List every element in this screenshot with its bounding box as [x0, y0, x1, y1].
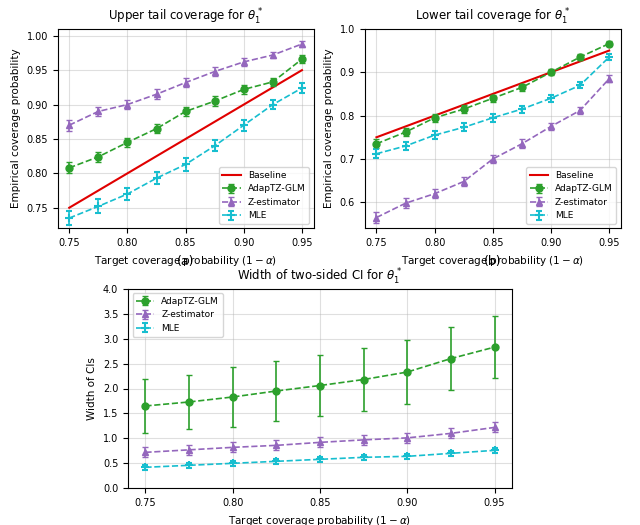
X-axis label: Target coverage probability $(1 - \alpha)$: Target coverage probability $(1 - \alpha… [228, 513, 412, 525]
Y-axis label: Empirical coverage probability: Empirical coverage probability [324, 49, 334, 208]
Baseline [240, 101, 248, 108]
Baseline [211, 119, 218, 125]
Baseline [431, 112, 438, 119]
X-axis label: Target coverage probability $(1 - \alpha)$: Target coverage probability $(1 - \alpha… [401, 254, 584, 268]
Baseline [65, 205, 73, 211]
Legend: AdapTZ-GLM, Z-estimator, MLE: AdapTZ-GLM, Z-estimator, MLE [132, 293, 223, 337]
Baseline [182, 136, 189, 142]
Legend: Baseline, AdapTZ-GLM, Z-estimator, MLE: Baseline, AdapTZ-GLM, Z-estimator, MLE [219, 167, 309, 224]
Y-axis label: Empirical coverage probability: Empirical coverage probability [11, 49, 20, 208]
Baseline [489, 91, 497, 97]
Baseline [460, 102, 468, 108]
Baseline [518, 80, 525, 86]
Baseline [124, 170, 131, 176]
X-axis label: Target coverage probability $(1 - \alpha)$: Target coverage probability $(1 - \alpha… [94, 254, 277, 268]
Baseline [372, 134, 380, 141]
Title: Upper tail coverage for $\theta_1^*$: Upper tail coverage for $\theta_1^*$ [108, 7, 263, 27]
Baseline [605, 47, 613, 54]
Baseline [547, 69, 555, 76]
Baseline [298, 67, 306, 74]
Y-axis label: Width of CIs: Width of CIs [87, 357, 97, 420]
Baseline [576, 58, 584, 65]
Title: Width of two-sided CI for $\theta_1^*$: Width of two-sided CI for $\theta_1^*$ [237, 267, 403, 287]
Text: (a): (a) [177, 255, 195, 268]
Legend: Baseline, AdapTZ-GLM, Z-estimator, MLE: Baseline, AdapTZ-GLM, Z-estimator, MLE [526, 167, 616, 224]
Baseline [95, 187, 102, 194]
Line: Baseline: Baseline [69, 70, 302, 208]
Text: (b): (b) [484, 255, 502, 268]
Baseline [269, 84, 276, 90]
Baseline [153, 153, 161, 159]
Title: Lower tail coverage for $\theta_1^*$: Lower tail coverage for $\theta_1^*$ [415, 7, 570, 27]
Baseline [402, 123, 410, 130]
Line: Baseline: Baseline [376, 50, 609, 138]
